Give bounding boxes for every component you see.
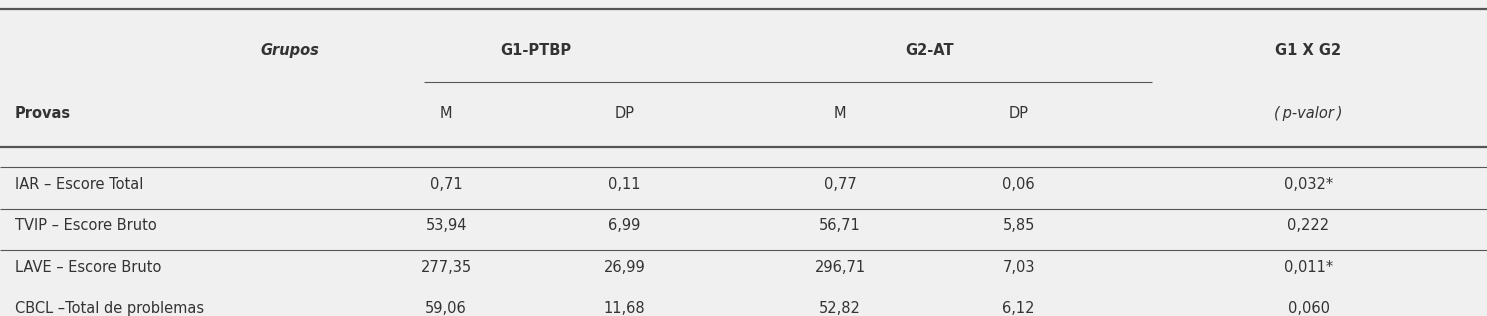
Text: G1-PTBP: G1-PTBP bbox=[500, 43, 571, 58]
Text: IAR – Escore Total: IAR – Escore Total bbox=[15, 177, 143, 192]
Text: TVIP – Escore Bruto: TVIP – Escore Bruto bbox=[15, 218, 156, 234]
Text: 0,11: 0,11 bbox=[608, 177, 641, 192]
Text: Grupos: Grupos bbox=[260, 43, 320, 58]
Text: 0,06: 0,06 bbox=[1002, 177, 1035, 192]
Text: 0,011*: 0,011* bbox=[1283, 259, 1334, 275]
Text: Provas: Provas bbox=[15, 106, 71, 121]
Text: 7,03: 7,03 bbox=[1002, 259, 1035, 275]
Text: 6,12: 6,12 bbox=[1002, 301, 1035, 316]
Text: 52,82: 52,82 bbox=[819, 301, 861, 316]
Text: 0,222: 0,222 bbox=[1288, 218, 1329, 234]
Text: 0,77: 0,77 bbox=[824, 177, 857, 192]
Text: LAVE – Escore Bruto: LAVE – Escore Bruto bbox=[15, 259, 161, 275]
Text: 277,35: 277,35 bbox=[421, 259, 471, 275]
Text: G2-AT: G2-AT bbox=[906, 43, 953, 58]
Text: 296,71: 296,71 bbox=[815, 259, 865, 275]
Text: M: M bbox=[440, 106, 452, 121]
Text: 53,94: 53,94 bbox=[425, 218, 467, 234]
Text: 59,06: 59,06 bbox=[425, 301, 467, 316]
Text: 56,71: 56,71 bbox=[819, 218, 861, 234]
Text: 5,85: 5,85 bbox=[1002, 218, 1035, 234]
Text: 26,99: 26,99 bbox=[604, 259, 645, 275]
Text: 6,99: 6,99 bbox=[608, 218, 641, 234]
Text: CBCL –Total de problemas: CBCL –Total de problemas bbox=[15, 301, 204, 316]
Text: DP: DP bbox=[614, 106, 635, 121]
Text: G1 X G2: G1 X G2 bbox=[1276, 43, 1341, 58]
Text: M: M bbox=[834, 106, 846, 121]
Text: DP: DP bbox=[1008, 106, 1029, 121]
Text: 11,68: 11,68 bbox=[604, 301, 645, 316]
Text: 0,060: 0,060 bbox=[1288, 301, 1329, 316]
Text: 0,71: 0,71 bbox=[430, 177, 462, 192]
Text: ( p-valor ): ( p-valor ) bbox=[1274, 106, 1343, 121]
Text: 0,032*: 0,032* bbox=[1283, 177, 1334, 192]
